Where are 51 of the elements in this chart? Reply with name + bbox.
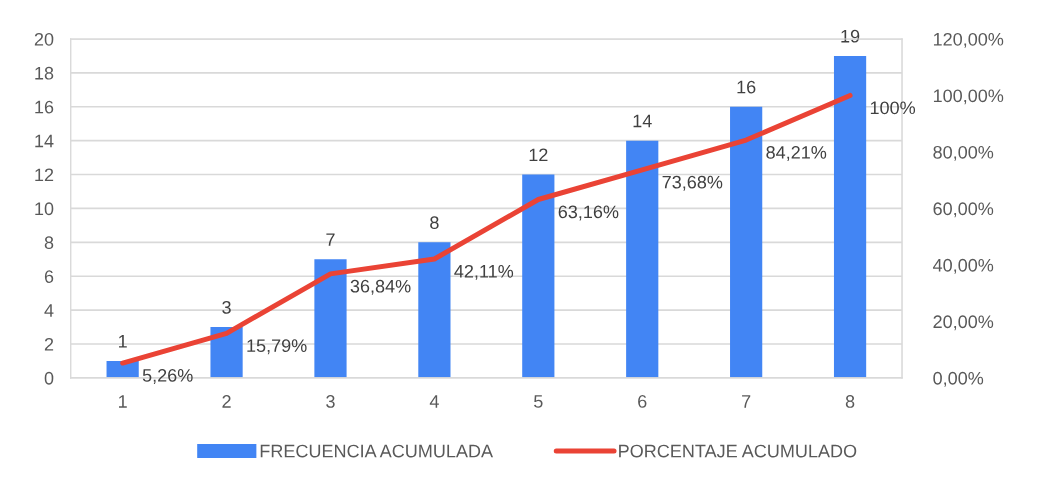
data-label: 12	[529, 148, 548, 162]
bar	[522, 174, 555, 378]
data-label: 14	[633, 114, 652, 128]
bar	[730, 106, 763, 378]
data-label: 84,21%	[766, 146, 827, 161]
y2-tick-label: 60,00%	[933, 202, 994, 218]
legend-label: FRECUENCIA ACUMULADA	[260, 444, 494, 458]
y-tick-label: 16	[35, 100, 54, 114]
bar	[314, 259, 347, 378]
y-tick-label: 4	[44, 304, 54, 317]
bar	[210, 327, 243, 378]
x-tick-label: 5	[534, 395, 543, 408]
data-label: 3	[222, 300, 231, 314]
bar	[418, 242, 451, 378]
legend-label: PORCENTAJE ACUMULADO	[619, 444, 857, 458]
bar	[626, 140, 659, 378]
x-tick-label: 6	[638, 395, 647, 408]
y-tick-label: 14	[35, 134, 54, 148]
y2-tick-label: 20,00%	[933, 315, 994, 331]
data-label: 5,26%	[142, 369, 193, 384]
y-tick-label: 6	[44, 270, 54, 283]
y2-tick-label: 40,00%	[933, 258, 994, 274]
y-tick-label: 0	[44, 371, 54, 385]
y-tick-label: 8	[44, 236, 54, 250]
data-label: 63,16%	[558, 205, 619, 221]
x-tick-label: 2	[222, 395, 231, 408]
y-tick-label: 20	[34, 32, 54, 46]
y-tick-label: 18	[35, 66, 54, 80]
x-tick-label: 8	[845, 395, 855, 408]
y-tick-label: 12	[35, 168, 54, 182]
data-label: 1	[119, 335, 127, 348]
y-tick-label: 10	[35, 202, 54, 216]
data-label: 16	[737, 80, 756, 94]
y2-tick-label: 80,00%	[933, 145, 994, 161]
data-label: 36,84%	[350, 279, 411, 295]
data-label: 8	[430, 216, 439, 230]
data-label: 73,68%	[662, 175, 723, 191]
bar	[833, 55, 867, 378]
data-label: 19	[841, 29, 860, 43]
data-label: 42,11%	[454, 264, 514, 280]
y-tick-label: 2	[44, 337, 54, 351]
data-label: 100%	[870, 101, 916, 115]
y2-tick-label: 0,00%	[933, 371, 984, 387]
data-label: 7	[326, 233, 335, 246]
y2-tick-label: 100,00%	[933, 89, 1004, 105]
data-label: 15,79%	[247, 339, 307, 355]
x-tick-label: 1	[119, 395, 127, 408]
y2-tick-label: 120,00%	[933, 32, 1004, 48]
x-tick-label: 4	[429, 395, 439, 408]
x-tick-label: 3	[326, 395, 335, 408]
x-tick-label: 7	[742, 395, 751, 408]
